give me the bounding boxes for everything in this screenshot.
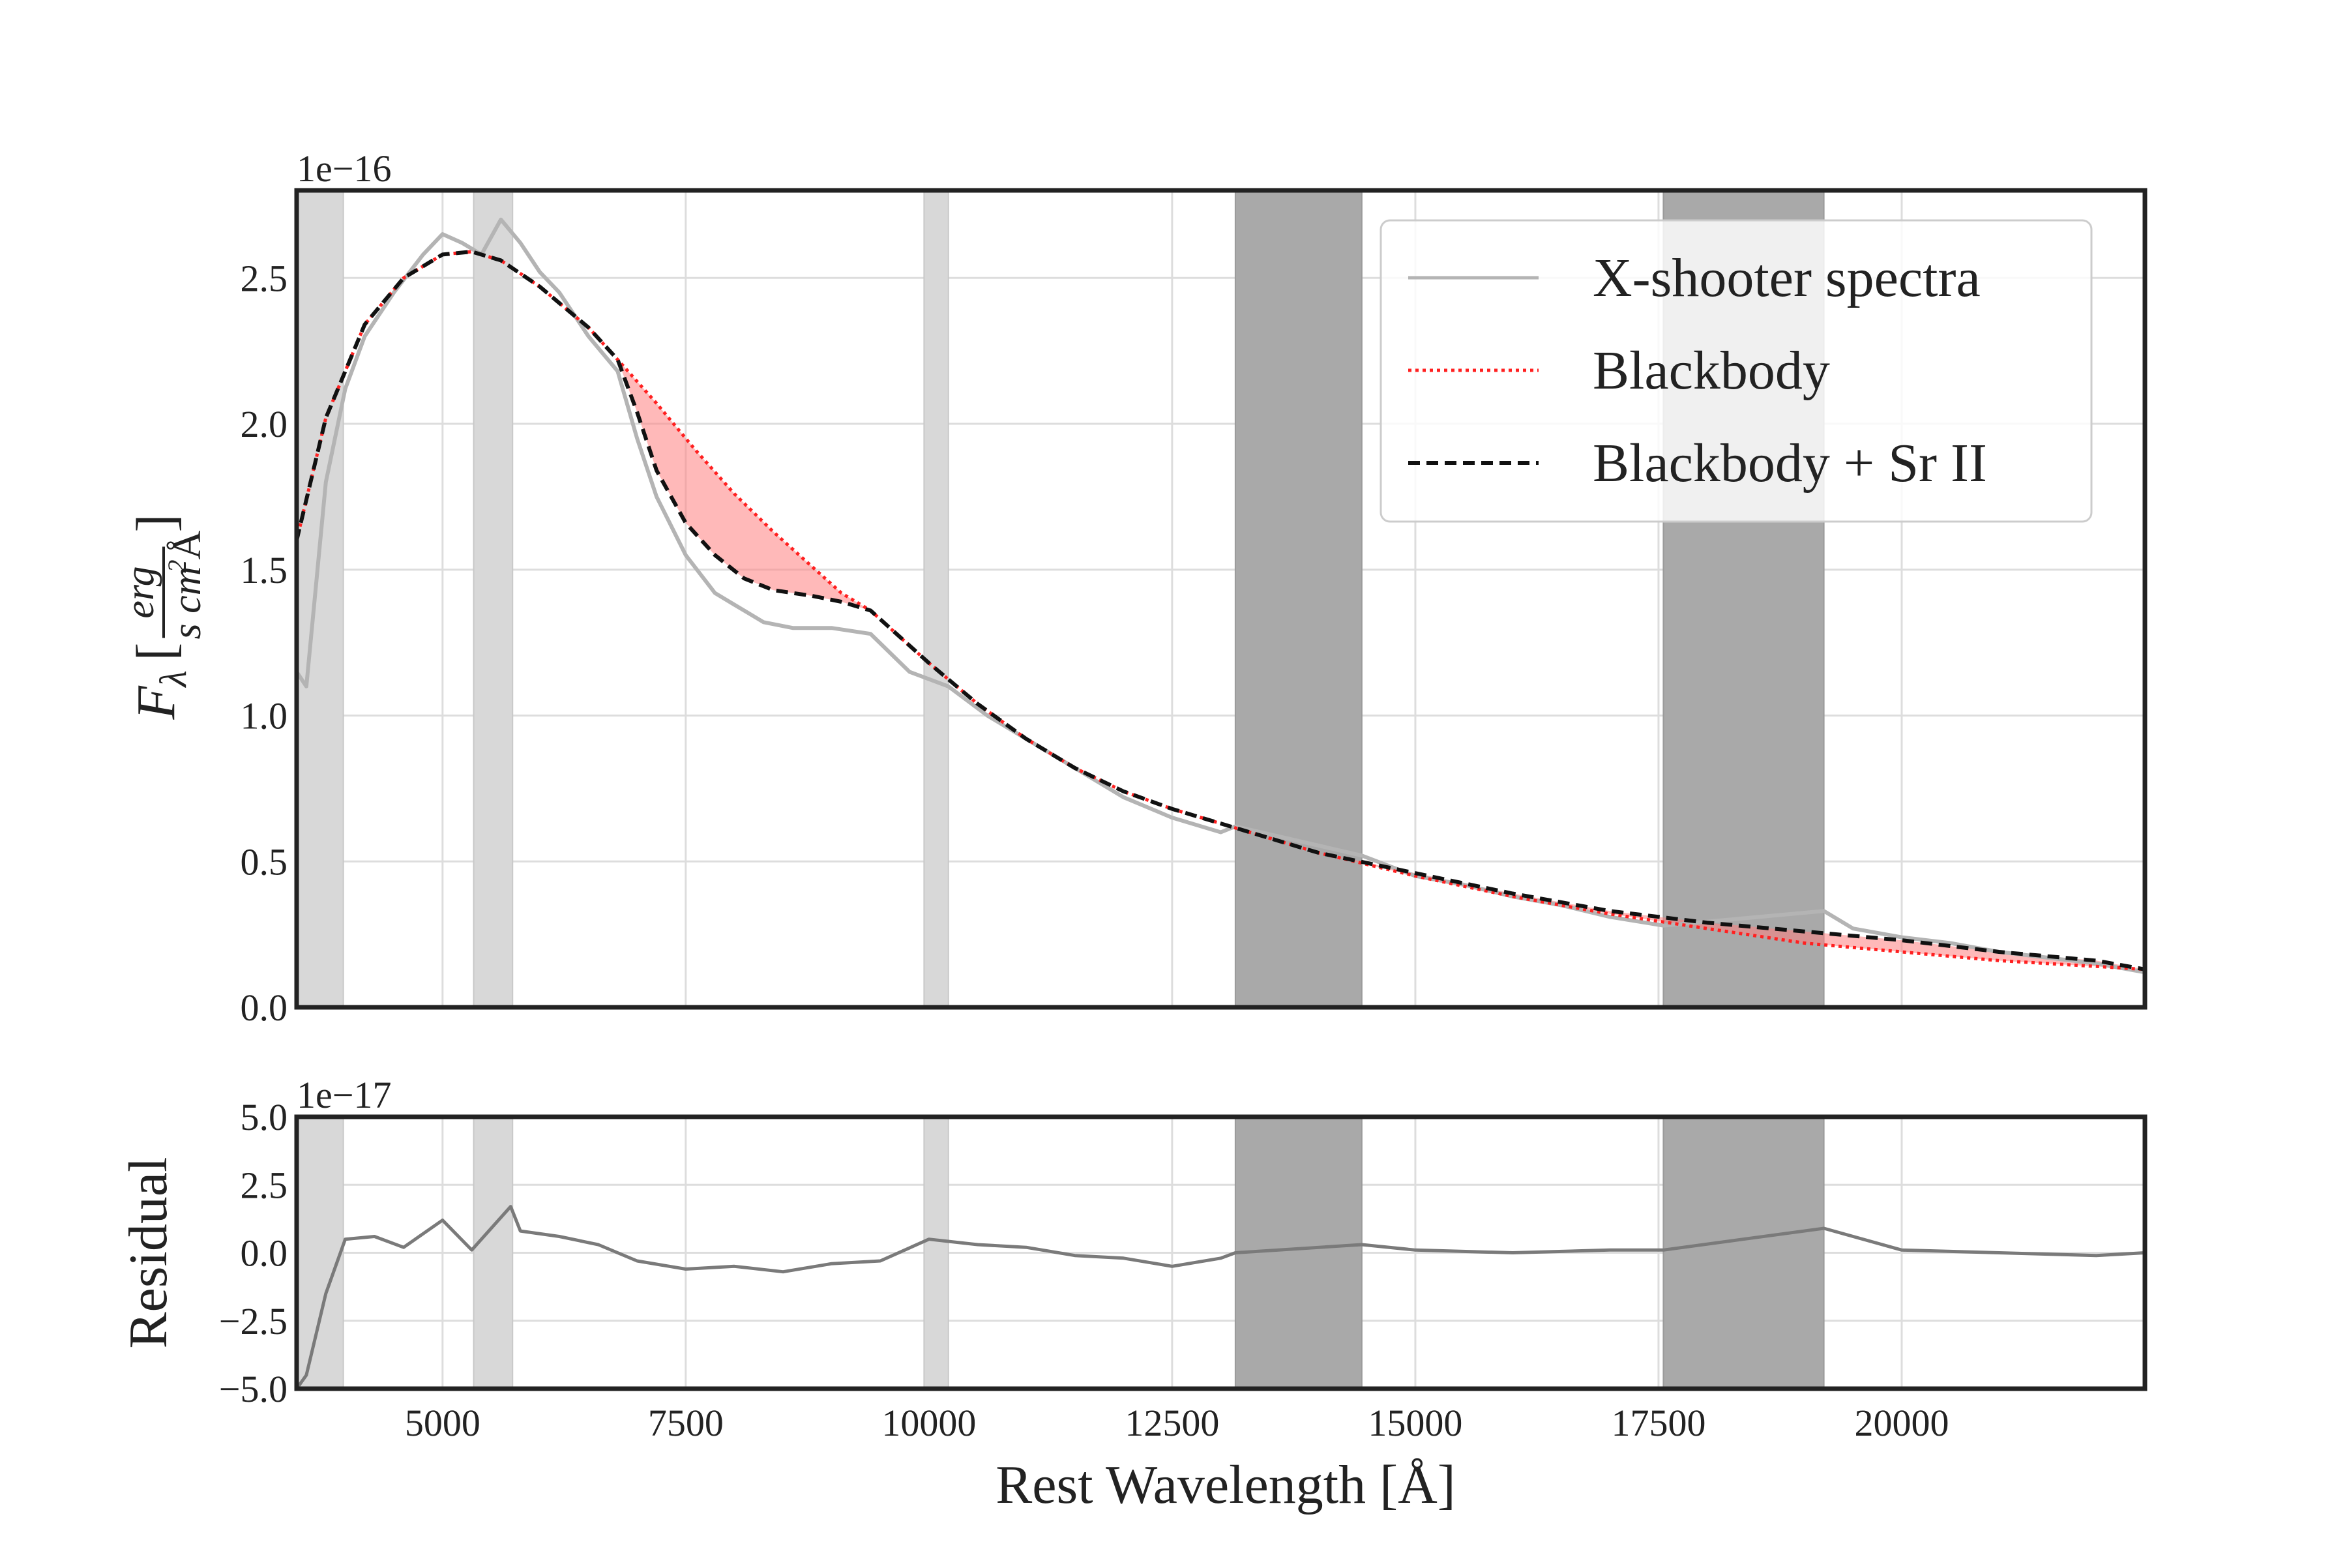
flux-ytick-label-2: 1.0	[241, 695, 288, 737]
residual-y-axis-title: Residual	[118, 1157, 179, 1349]
flux-offset-text: 1e−16	[297, 147, 391, 190]
flux-ylabel-bracket-close: ]	[126, 514, 186, 533]
residual-series-residual	[297, 1207, 2145, 1389]
flux-ylabel-denominator-sup: 2	[162, 560, 192, 573]
residual-offset-text: 1e−17	[297, 1074, 391, 1116]
residual-masked-region-1	[474, 1117, 513, 1389]
flux-ylabel-denominator-unit: Å	[165, 531, 209, 560]
flux-masked-region-3	[1235, 190, 1362, 1007]
residual-ytick-label-2: 0.0	[241, 1232, 288, 1275]
residual-masked-region-4	[1663, 1117, 1823, 1389]
residual-ytick-label-4: 5.0	[241, 1096, 288, 1138]
flux-masked-region-0	[297, 190, 344, 1007]
flux-ytick-label-3: 1.5	[241, 549, 288, 591]
legend-label-2: Blackbody + Sr II	[1593, 433, 1987, 494]
xtick-label-3: 12500	[1125, 1402, 1219, 1444]
axis-labels: Rest Wavelength [Å]	[996, 1455, 1456, 1515]
x-axis-title: Rest Wavelength [Å]	[996, 1455, 1456, 1515]
flux-ylabel-sub: λ	[152, 670, 194, 688]
legend-label-1: Blackbody	[1593, 340, 1830, 401]
residual-ytick-label-1: −2.5	[219, 1300, 288, 1342]
residual-masked-region-0	[297, 1117, 344, 1389]
flux-masked-region-2	[924, 190, 948, 1007]
residual-plot-area	[297, 1207, 2145, 1389]
xtick-label-4: 15000	[1368, 1402, 1462, 1444]
legend-label-0: X-shooter spectra	[1593, 248, 1981, 308]
residual-ytick-label-0: −5.0	[219, 1368, 288, 1410]
flux-masked-region-1	[474, 190, 513, 1007]
flux-ylabel-denominator: s cm	[165, 567, 209, 640]
xtick-label-2: 10000	[881, 1402, 976, 1444]
xtick-label-6: 20000	[1854, 1402, 1949, 1444]
residual-ytick-label-3: 2.5	[241, 1164, 288, 1206]
xtick-label-5: 17500	[1611, 1402, 1705, 1444]
flux-ytick-label-4: 2.0	[241, 403, 288, 445]
flux-ytick-label-5: 2.5	[241, 257, 288, 299]
residual-panel: −5.0 −2.5 0.0 2.5 5.01e−17 5000 7500 10000 12500…	[118, 1074, 2145, 1444]
xtick-label-1: 7500	[648, 1402, 724, 1444]
legend: X-shooter spectra Blackbody Blackbody + Sr…	[1381, 220, 2091, 522]
flux-ylabel-numerator: erg	[118, 566, 162, 618]
flux-ylabel-bracket-open: [	[126, 643, 186, 661]
flux-ytick-label-0: 0.0	[241, 986, 288, 1029]
xtick-label-0: 5000	[405, 1402, 480, 1444]
flux-ytick-label-1: 0.5	[241, 840, 288, 883]
flux-ylabel-main: F	[126, 685, 186, 720]
residual-masked-region-2	[924, 1117, 948, 1389]
